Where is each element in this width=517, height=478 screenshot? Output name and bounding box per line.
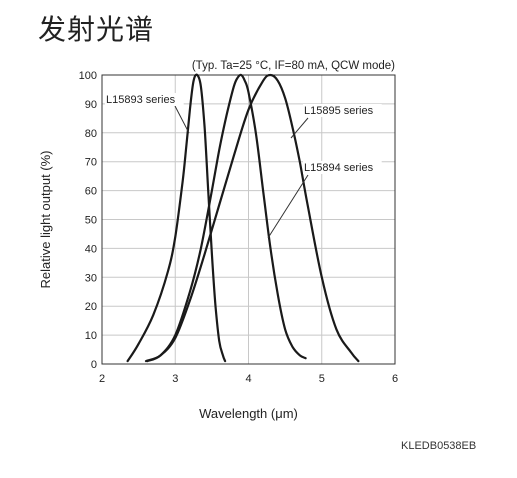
tick-labels: 0 10 20 30 40 50 60 70 80 90 100 2 3 4 5 6 [79,70,398,385]
annotation-leader-l15894-series [267,174,309,239]
x-tick-label: 3 [172,373,178,385]
grid-lines [102,75,395,364]
annotation-bg [105,93,184,106]
y-tick-label: 10 [85,330,97,342]
y-tick-label: 40 [85,243,97,255]
annotation-bg [303,161,382,174]
y-tick-label: 30 [85,272,97,284]
annotation-leader-l15895-series [290,117,309,139]
y-tick-label: 80 [85,128,97,140]
series-line-l15893-series [126,73,227,363]
series-line-l15894-series [146,73,307,363]
series-lines [126,73,360,363]
x-tick-label: 2 [99,373,105,385]
series-line-l15895-series [144,73,360,363]
measurement-condition: (Typ. Ta=25 °C, IF=80 mA, QCW mode) [192,60,395,72]
x-axis-label: Wavelength (μm) [199,406,298,421]
y-tick-label: 0 [91,359,97,371]
figure-code: KLEDB0538EB [401,440,477,452]
annotation-label-l15894-series: L15894 series [304,162,374,174]
x-tick-label: 5 [319,373,325,385]
plot-frame [101,74,396,365]
y-axis-label: Relative light output (%) [38,150,53,288]
series-annotations: L15893 series L15895 series L15894 series [105,93,382,239]
y-tick-label: 90 [85,99,97,111]
annotation-label-l15893-series: L15893 series [106,94,176,106]
page-title: 发射光谱 [38,13,155,46]
annotation-bg [303,104,382,117]
x-tick-label: 4 [245,373,251,385]
y-tick-label: 20 [85,301,97,313]
y-tick-label: 60 [85,186,97,198]
annotation-label-l15895-series: L15895 series [304,105,374,117]
y-tick-label: 50 [85,215,97,227]
annotation-leader-l15893-series [174,105,190,134]
y-tick-label: 70 [85,157,97,169]
x-tick-label: 6 [392,373,398,385]
y-tick-label: 100 [79,70,97,82]
